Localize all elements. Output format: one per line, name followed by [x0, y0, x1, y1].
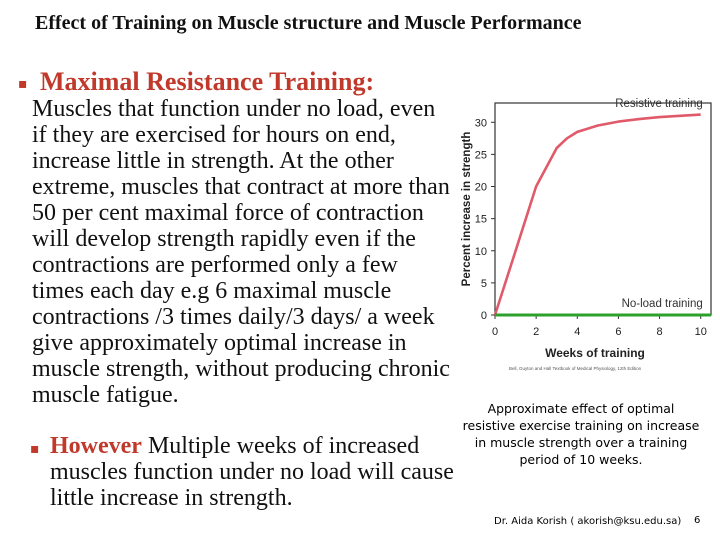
- x-tick-label: 2: [533, 326, 539, 338]
- bullet-heading: ▪ Maximal Resistance Training:: [18, 67, 374, 99]
- page-number: 6: [694, 515, 701, 526]
- y-tick-label: 0: [481, 310, 487, 322]
- x-tick-label: 6: [615, 326, 621, 338]
- bullet-rest-text: Multiple weeks of increased muscles func…: [50, 433, 454, 511]
- x-tick-label: 4: [574, 326, 580, 338]
- y-tick-label: 10: [475, 246, 487, 258]
- bullet-icon: ▪: [30, 441, 40, 457]
- bullet-item-text: However Multiple weeks of increased musc…: [50, 433, 460, 511]
- footer-author: Dr. Aida Korish ( akorish@ksu.edu.sa): [494, 516, 682, 527]
- y-tick-label: 20: [475, 182, 487, 194]
- slide-title: Effect of Training on Muscle structure a…: [35, 12, 582, 34]
- y-axis-label: Percent increase in strength: [461, 132, 473, 287]
- bullet-bold-word: However: [50, 433, 142, 459]
- x-axis-label: Weeks of training: [545, 346, 645, 360]
- resistive-training-line: [493, 113, 701, 316]
- y-tick-label: 25: [475, 149, 487, 161]
- training-chart: 0 5 10 15 20 25 30 0 2 4 6 8 10 Weeks of training Perc…: [461, 98, 712, 371]
- plot-frame: [494, 102, 712, 316]
- x-tick-label: 0: [492, 326, 498, 338]
- series-label-no-load: No-load training: [622, 298, 703, 310]
- y-tick-label: 30: [475, 117, 487, 129]
- source-note: Bell, Guyton and Hall Textbook of Medica…: [509, 366, 642, 371]
- bullet-heading-text: Maximal Resistance Training:: [40, 67, 375, 96]
- body-text: Muscles that function under no load, eve…: [32, 96, 450, 408]
- chart-caption: Approximate effect of optimal resistive …: [462, 401, 700, 467]
- y-tick-label: 15: [475, 214, 487, 226]
- y-tick-label: 5: [481, 278, 487, 290]
- body-paragraph: Muscles that function under no load, eve…: [32, 96, 452, 408]
- x-tick-label: 10: [695, 326, 707, 338]
- x-tick-label: 8: [657, 326, 663, 338]
- series-label-resistive: Resistive training: [615, 98, 703, 110]
- bullet-icon: ▪: [18, 76, 28, 93]
